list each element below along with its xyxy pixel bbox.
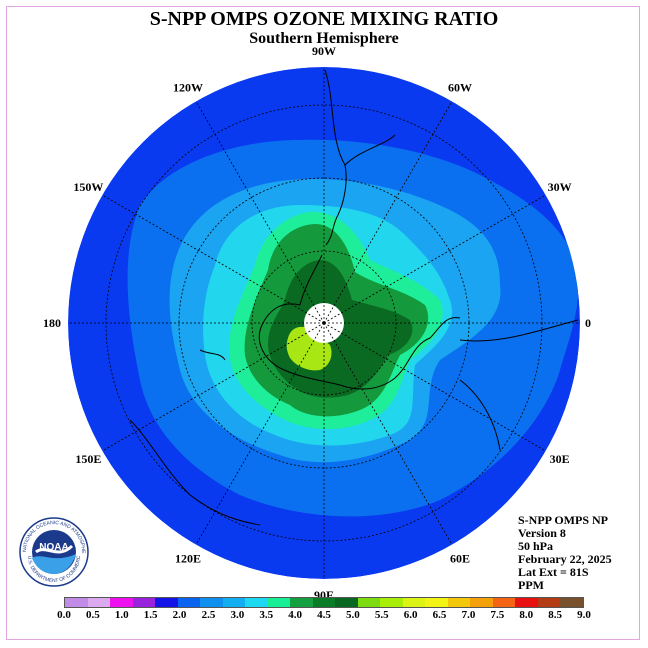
color-scale-swatch	[155, 598, 178, 607]
meridian-line	[102, 322, 325, 452]
color-scale-tick-label: 7.0	[461, 609, 476, 621]
meridian-line	[323, 194, 546, 324]
longitude-label: 60W	[448, 80, 472, 94]
longitude-label: 30W	[548, 180, 572, 194]
color-scale-swatch	[402, 598, 426, 607]
color-scale-tick-label: 6.0	[403, 609, 418, 621]
page-title: S-NPP OMPS OZONE MIXING RATIO	[149, 8, 499, 30]
color-scale-swatch	[357, 598, 381, 607]
longitude-label: 30E	[550, 452, 570, 466]
color-scale-swatch	[245, 598, 268, 607]
color-scale-swatch	[177, 598, 201, 607]
color-scale-tick-label: 8.0	[519, 609, 534, 621]
meridian-line	[195, 101, 325, 324]
color-scale-swatch	[312, 598, 336, 607]
logo-label: NOAA	[39, 542, 68, 553]
meridian-lines	[68, 67, 580, 579]
figure-frame	[6, 6, 640, 640]
info-version: Version 8	[518, 526, 566, 540]
longitude-label: 120W	[173, 80, 203, 94]
meridian-line	[195, 322, 325, 545]
longitude-label: 150W	[73, 180, 103, 194]
info-pressure: 50 hPa	[518, 539, 554, 553]
color-scale-tick-label: 2.0	[172, 609, 187, 621]
info-panel: S-NPP OMPS NP Version 8 50 hPa February …	[518, 514, 612, 592]
color-scale-tick-label: 1.5	[143, 609, 158, 621]
color-scale-swatch	[560, 598, 583, 607]
color-scale-swatch	[267, 598, 291, 607]
color-scale-ticks: 0.0 0.5 1.0 1.5 2.0 2.5 3.0 3.5 4.0 4.5 5.0 5.5 6.0 6…	[57, 608, 591, 624]
info-instrument: S-NPP OMPS NP	[518, 513, 608, 527]
info-lat-ext: Lat Ext = 81S	[518, 565, 589, 579]
color-scale-swatch	[200, 598, 223, 607]
longitude-label: 180	[43, 316, 61, 330]
meridian-line	[323, 322, 453, 545]
noaa-logo: NOAA NATIONAL OCEANIC AND ATMOSPHERIC AD…	[16, 512, 90, 588]
color-scale-swatch	[290, 598, 313, 607]
meridian-line	[323, 322, 546, 452]
color-scale-swatch	[515, 598, 538, 607]
color-scale-swatch	[132, 598, 156, 607]
color-scale-swatch	[492, 598, 516, 607]
color-scale-swatch	[335, 598, 358, 607]
longitude-label: 150E	[75, 452, 101, 466]
color-scale-tick-label: 4.0	[288, 609, 302, 621]
info-date: February 22, 2025	[518, 552, 612, 566]
color-scale-swatch	[222, 598, 246, 607]
longitude-label: 0	[585, 316, 591, 330]
coastlines	[129, 69, 579, 526]
info-units: PPM	[518, 578, 544, 592]
longitude-label: 60E	[450, 552, 470, 566]
longitude-label: 90W	[312, 44, 336, 58]
color-scale-swatch	[537, 598, 561, 607]
color-scale-tick-label: 3.5	[259, 609, 274, 621]
color-scale-swatch	[87, 598, 111, 607]
color-scale-tick-label: 5.5	[374, 609, 389, 621]
color-scale-tick-label: 2.5	[201, 609, 216, 621]
longitude-label: 120E	[175, 552, 201, 566]
color-scale-tick-label: 7.5	[490, 609, 505, 621]
color-scale-swatch	[110, 598, 133, 607]
color-scale-bar	[64, 597, 584, 608]
page-subtitle: Southern Hemisphere	[249, 30, 399, 47]
color-scale-tick-label: 5.0	[346, 609, 360, 621]
color-scale-swatch	[380, 598, 403, 607]
color-scale-tick-label: 1.0	[114, 609, 129, 621]
color-scale-swatch	[447, 598, 471, 607]
color-scale-tick-label: 0.5	[86, 609, 100, 621]
meridian-line	[323, 101, 453, 324]
color-scale-tick-label: 3.0	[230, 609, 245, 621]
meridian-line	[102, 194, 325, 324]
color-scale-swatch	[65, 598, 88, 607]
color-scale-swatch	[470, 598, 493, 607]
color-scale-tick-label: 8.5	[548, 609, 562, 621]
color-scale-tick-label: 4.5	[317, 609, 331, 621]
color-scale-tick-label: 0.0	[57, 609, 71, 621]
color-scale-tick-label: 6.5	[432, 609, 447, 621]
color-scale-swatch	[425, 598, 448, 607]
color-scale-tick-label: 9.0	[577, 609, 591, 621]
